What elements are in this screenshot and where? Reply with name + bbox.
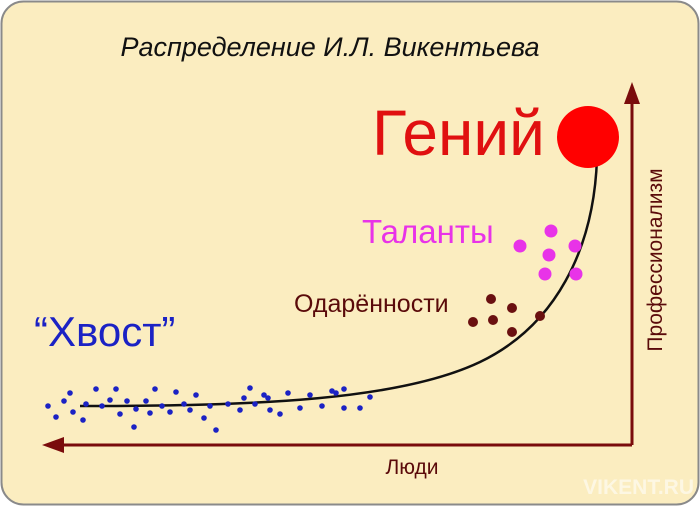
tail-dot bbox=[131, 424, 137, 430]
tail-dot bbox=[99, 403, 105, 409]
talent-dot bbox=[544, 224, 558, 238]
tail-label: “Хвост” bbox=[34, 308, 175, 355]
tail-dot bbox=[333, 390, 339, 396]
tail-dot bbox=[319, 403, 325, 409]
tail-dot bbox=[45, 403, 51, 409]
tail-dot bbox=[107, 397, 113, 403]
genius-label: Гений bbox=[372, 97, 545, 169]
tail-dot bbox=[307, 392, 313, 398]
tail-dot bbox=[193, 392, 199, 398]
tail-dot bbox=[252, 401, 258, 407]
tail-dot bbox=[181, 401, 187, 407]
tail-dot bbox=[225, 401, 231, 407]
talent-dot bbox=[568, 239, 582, 253]
tail-dot bbox=[124, 398, 130, 404]
tail-dot bbox=[297, 405, 303, 411]
tail-dot bbox=[61, 398, 67, 404]
tail-dot bbox=[213, 427, 219, 433]
x-axis-label: Люди bbox=[385, 456, 438, 479]
tail-dot bbox=[241, 395, 247, 401]
tail-dot bbox=[152, 386, 158, 392]
gifted-dot bbox=[535, 311, 545, 321]
gifted-dot bbox=[507, 327, 517, 337]
talent-dot bbox=[542, 248, 556, 262]
talent-dot bbox=[569, 267, 583, 281]
tail-dot bbox=[207, 403, 213, 409]
gifted-dot bbox=[468, 317, 478, 327]
tail-dot bbox=[113, 386, 119, 392]
gifted-label: Одарённости bbox=[294, 290, 449, 318]
y-axis-label: Профессионализм bbox=[644, 168, 667, 351]
tail-dot bbox=[357, 405, 363, 411]
tail-dot bbox=[67, 390, 73, 396]
tail-dots-group bbox=[45, 385, 373, 433]
tail-dot bbox=[285, 390, 291, 396]
tail-dot bbox=[167, 409, 173, 415]
tail-dot bbox=[187, 407, 193, 413]
tail-dot bbox=[265, 395, 271, 401]
tail-dot bbox=[80, 417, 86, 423]
tail-dot bbox=[267, 407, 273, 413]
watermark-text: VIKENT.RU bbox=[583, 476, 694, 499]
talent-dot bbox=[538, 267, 552, 281]
gifted-dot bbox=[488, 315, 498, 325]
diagram-title: Распределение И.Л. Викентьева bbox=[121, 32, 540, 62]
tail-dot bbox=[237, 407, 243, 413]
tail-dot bbox=[53, 414, 59, 420]
tail-dot bbox=[117, 411, 123, 417]
tail-dot bbox=[261, 392, 267, 398]
tail-dot bbox=[367, 394, 373, 400]
tail-dot bbox=[83, 401, 89, 407]
tail-dot bbox=[93, 386, 99, 392]
gifted-dot bbox=[486, 294, 496, 304]
gifted-dots-group bbox=[468, 294, 545, 337]
tail-dot bbox=[341, 405, 347, 411]
tail-dot bbox=[147, 410, 153, 416]
tail-dot bbox=[201, 415, 207, 421]
gifted-dot bbox=[507, 303, 517, 313]
talents-label: Таланты bbox=[362, 213, 494, 250]
talent-dots-group bbox=[513, 224, 583, 281]
tail-dot bbox=[159, 403, 165, 409]
tail-dot bbox=[341, 386, 347, 392]
tail-dot bbox=[143, 398, 149, 404]
y-axis-arrowhead bbox=[624, 82, 640, 104]
x-axis-arrowhead bbox=[42, 437, 64, 453]
tail-dot bbox=[133, 406, 139, 412]
genius-circle bbox=[557, 106, 619, 168]
tail-dot bbox=[173, 389, 179, 395]
tail-dot bbox=[247, 385, 253, 391]
tail-dot bbox=[277, 411, 283, 417]
talent-dot bbox=[513, 239, 527, 253]
tail-dot bbox=[70, 409, 76, 415]
